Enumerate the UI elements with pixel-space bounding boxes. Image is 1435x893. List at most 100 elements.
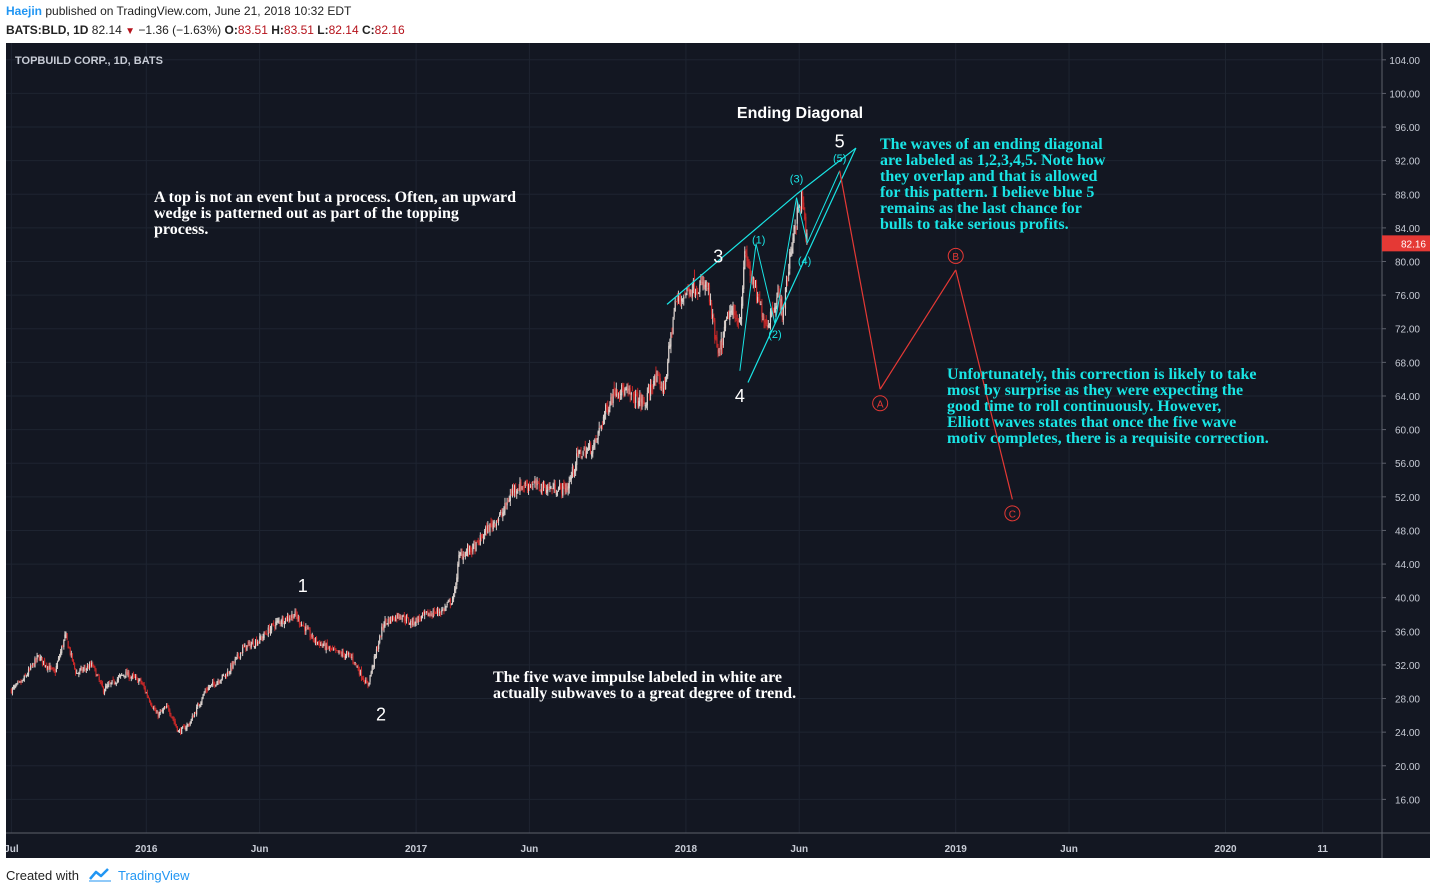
candle-body [341, 651, 343, 656]
candle-body [365, 680, 367, 684]
candle-body [457, 563, 459, 579]
correction-note-line: Unfortunately, this correction is likely… [947, 366, 1256, 383]
candle-body [537, 482, 539, 484]
candle-body [603, 413, 606, 419]
candle-body [309, 630, 311, 638]
candle-body [723, 326, 726, 335]
candle-body [571, 467, 574, 477]
candle-body [178, 730, 181, 732]
close-value: 82.16 [374, 23, 405, 37]
candle-body [164, 707, 167, 709]
candle-body [590, 443, 592, 454]
candle-body [420, 615, 423, 619]
candle-body [287, 616, 289, 622]
candle-body [560, 483, 562, 486]
candle-body [37, 655, 39, 657]
candle-body [191, 715, 193, 720]
author-link[interactable]: Haejin [6, 4, 43, 18]
candle-body [653, 380, 655, 387]
candle-body [73, 662, 76, 668]
candle-body [311, 634, 313, 637]
candle-body [725, 319, 728, 321]
candle-body [549, 486, 551, 488]
candle-body [773, 311, 775, 314]
candle-body [476, 540, 478, 542]
y-tick-label: 52.00 [1395, 493, 1420, 504]
candle-body [488, 526, 490, 532]
candle-body [152, 707, 154, 709]
candle-body [523, 487, 525, 489]
candle-body [381, 626, 383, 637]
created-with-text: Created with [6, 868, 79, 883]
candle-body [676, 298, 678, 301]
candle-body [346, 653, 349, 655]
candle-body [126, 670, 128, 676]
chart-area[interactable]: A B C 1 2 3 4 5 (1) (2) (3) (4) (5) Ending Diagonal A… [6, 43, 1430, 858]
candle-body [359, 670, 362, 675]
price-chart[interactable]: A B C 1 2 3 4 5 (1) (2) (3) (4) (5) Ending Diagonal A… [6, 43, 1430, 858]
candle-body [330, 648, 333, 650]
candle-body [436, 609, 439, 613]
candle-body [454, 588, 456, 594]
close-label: C: [361, 23, 375, 37]
candle-body [581, 456, 583, 458]
candle-body [683, 296, 685, 299]
candle-body [212, 681, 214, 686]
candle-body [720, 339, 722, 350]
high-label: H: [271, 23, 284, 37]
candle-body [151, 703, 153, 707]
candle-body [485, 527, 487, 532]
candle-body [715, 337, 717, 339]
candle-body [366, 679, 368, 684]
candle-body [459, 553, 461, 555]
correction-note-line: Elliott waves states that once the five … [947, 414, 1236, 431]
candle-body [478, 541, 480, 545]
candle-body [623, 388, 625, 397]
candle-body [221, 674, 223, 680]
candle-body [112, 679, 114, 681]
candle-body [138, 680, 140, 683]
candle-body [496, 520, 499, 522]
candle-body [203, 693, 205, 695]
candle-body [345, 653, 348, 657]
tradingview-brand-link[interactable]: TradingView [118, 868, 190, 883]
candle-body [734, 312, 736, 315]
candle-body [232, 661, 234, 668]
candle-body [804, 212, 806, 220]
correction-note-line: good time to roll continuously. However, [947, 398, 1221, 415]
candle-body [261, 637, 263, 640]
candle-body [533, 482, 535, 484]
impulse-note-line: actually subwaves to a great degree of t… [493, 685, 796, 702]
candle-body [679, 297, 682, 299]
diagonal-note-line: The waves of an ending diagonal [880, 136, 1103, 153]
candle-body [431, 615, 433, 617]
candle-body [188, 724, 190, 726]
candle-body [92, 663, 94, 667]
candle-body [556, 492, 559, 495]
candle-body [796, 207, 798, 224]
candle-body [630, 392, 632, 395]
candle-body [430, 614, 432, 616]
candle-body [465, 551, 468, 554]
candle-body [716, 337, 718, 348]
candle-body [169, 710, 171, 715]
candle-body [791, 248, 793, 254]
correction-label-A: A [877, 399, 884, 410]
candle-body [797, 207, 799, 209]
candle-body [616, 389, 618, 394]
candle-body [291, 614, 293, 618]
candle-body [352, 655, 354, 662]
candle-body [133, 676, 136, 678]
candle-body [702, 281, 704, 285]
candle-body [419, 618, 421, 620]
candle-body [228, 672, 230, 674]
candle-body [749, 265, 751, 276]
candle-body [609, 404, 611, 409]
candle-body [730, 310, 732, 313]
candle-body [225, 674, 228, 677]
candle-body [139, 678, 141, 680]
candle-body [136, 676, 138, 678]
candle-body [208, 687, 211, 689]
candle-body [187, 724, 189, 726]
candle-body [739, 318, 742, 323]
